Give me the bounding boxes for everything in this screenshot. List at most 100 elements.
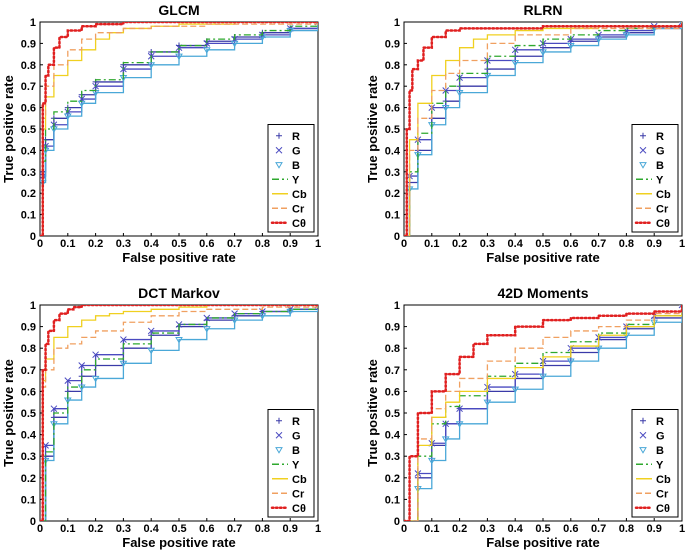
x-tick-label: 0.9 <box>283 238 298 250</box>
y-tick-label: 0.1 <box>385 494 400 506</box>
y-tick-label: 0.7 <box>21 81 36 93</box>
x-tick-label: 0.8 <box>619 238 634 250</box>
triangle-down-marker <box>483 399 492 407</box>
legend-label: G <box>292 430 301 442</box>
y-tick-label: 0.7 <box>385 81 400 93</box>
legend-label: G <box>656 430 665 442</box>
series-line <box>40 22 318 236</box>
x-marker <box>639 146 647 154</box>
triangle-down-marker <box>77 384 86 392</box>
legend-item: G <box>639 430 665 442</box>
x-tick-label: 0.9 <box>647 523 662 535</box>
y-tick-label: 0.8 <box>21 60 36 72</box>
x-tick-label: 0.8 <box>619 523 634 535</box>
y-tick-label: 0.6 <box>21 103 36 115</box>
y-axis-label: True positive rate <box>1 359 16 467</box>
x-marker <box>275 431 283 439</box>
legend-label: Y <box>292 459 300 471</box>
legend-label: R <box>656 416 664 428</box>
y-tick-label: 0.5 <box>21 408 36 420</box>
legend-label: Cθ <box>656 218 670 230</box>
triangle-down-marker <box>679 22 682 26</box>
x-tick-label: 1 <box>315 523 321 535</box>
x-tick-label: 0.1 <box>60 238 75 250</box>
y-tick-label: 0.7 <box>385 365 400 377</box>
legend-box <box>267 409 315 518</box>
y-tick-label: 0.3 <box>385 451 400 463</box>
series-Cr-5 <box>40 22 318 236</box>
series-Cr-5 <box>404 22 682 236</box>
triangle-down-marker <box>679 305 682 309</box>
triangle-down-marker <box>119 360 128 368</box>
triangle-down-marker <box>539 49 547 56</box>
x-tick-label: 0.3 <box>116 238 131 250</box>
triangle-down-marker <box>275 447 283 454</box>
legend-label: Cr <box>292 203 305 215</box>
legend-item: Cr <box>272 203 305 215</box>
legend-item: Y <box>272 174 300 186</box>
triangle-down-marker <box>566 358 575 366</box>
y-tick-label: 1 <box>30 17 36 29</box>
triangle-down-marker <box>441 436 450 443</box>
legend-item: G <box>639 145 665 157</box>
legend-item: Cθ <box>634 503 670 515</box>
legend-label: G <box>656 145 665 157</box>
x-axis-label: False positive rate <box>486 250 599 265</box>
triangle-down-marker <box>427 457 436 465</box>
x-marker <box>511 46 519 54</box>
subplot-0: 0 0.1 0.2 0.3 0.4 0.5 0.6 0.7 0.8 0.9 1 0 0.1 0.2 0.3 0… <box>1 2 321 265</box>
y-tick-label: 0.5 <box>385 124 400 136</box>
x-tick-label: 0.2 <box>88 523 103 535</box>
y-tick-label: 1 <box>30 300 36 312</box>
y-tick-label: 0.2 <box>21 473 36 485</box>
x-tick-label: 0.7 <box>227 238 242 250</box>
y-tick-label: 0.2 <box>385 473 400 485</box>
triangle-down-marker <box>639 162 647 169</box>
y-axis-label: True positive rate <box>1 75 16 183</box>
x-marker <box>275 146 283 154</box>
y-tick-label: 0.7 <box>21 365 36 377</box>
y-tick-label: 0.1 <box>385 210 400 222</box>
chart-title: 42D Moments <box>497 285 588 301</box>
triangle-down-marker <box>147 347 156 355</box>
x-marker <box>203 314 211 322</box>
series-Y-3 <box>40 305 318 521</box>
triangle-down-marker <box>147 62 156 69</box>
y-tick-label: 0 <box>30 231 36 243</box>
y-tick-label: 1 <box>394 300 400 312</box>
triangle-down-marker <box>441 105 450 112</box>
x-marker <box>678 22 682 26</box>
series-Cb-4 <box>404 22 682 236</box>
legend-item: R <box>640 416 664 428</box>
triangle-down-marker <box>175 53 183 61</box>
series-line <box>40 305 318 521</box>
x-marker <box>78 362 86 369</box>
legend-box <box>267 124 315 233</box>
chart-title: DCT Markov <box>138 285 220 301</box>
legend-item: B <box>275 160 300 172</box>
x-tick-label: 0.5 <box>535 238 550 250</box>
triangle-down-marker <box>202 326 211 333</box>
legend-label: Cb <box>292 189 307 201</box>
legend-item: Cb <box>272 474 307 486</box>
x-tick-label: 0.3 <box>480 238 495 250</box>
y-tick-label: 0.9 <box>21 322 36 334</box>
x-tick-label: 0.5 <box>171 238 186 250</box>
y-tick-label: 0.5 <box>21 124 36 136</box>
x-axis-label: False positive rate <box>122 535 235 550</box>
series-line <box>404 22 682 236</box>
triangle-down-marker <box>41 457 50 465</box>
plus-marker <box>640 417 646 424</box>
triangle-down-marker <box>455 90 464 97</box>
triangle-down-marker <box>639 447 647 454</box>
x-tick-label: 1 <box>679 238 685 250</box>
x-tick-label: 0.5 <box>171 523 186 535</box>
legend-box <box>631 124 679 233</box>
x-tick-label: 0.4 <box>144 238 160 250</box>
legend-label: B <box>656 160 664 172</box>
series-line <box>404 22 682 236</box>
legend-label: Cr <box>656 488 669 500</box>
